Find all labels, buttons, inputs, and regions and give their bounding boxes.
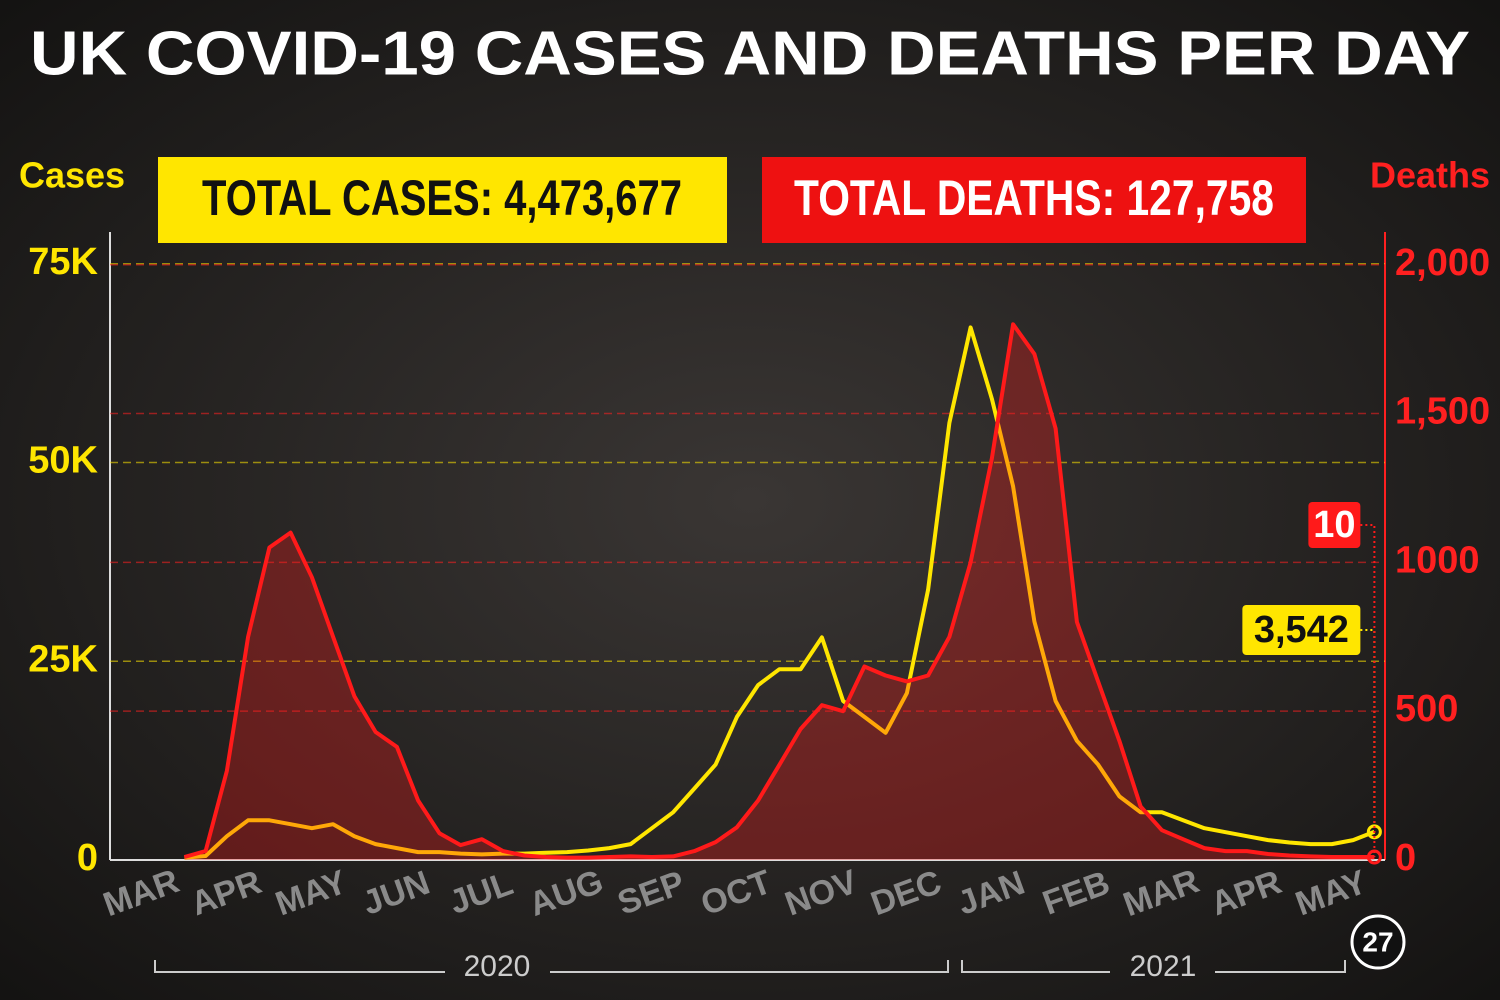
y2-tick-label: 2,000 — [1395, 242, 1490, 284]
label-leader — [1360, 524, 1376, 858]
y-tick-label: 50K — [28, 440, 98, 482]
value-label: 10 — [1313, 504, 1355, 546]
year-bracket — [961, 960, 1346, 973]
value-label-box — [1242, 605, 1361, 655]
y-axis-title: Cases — [19, 155, 125, 196]
y-tick-label: 75K — [28, 241, 98, 283]
year-label: 2020 — [464, 950, 531, 983]
y2-tick-label: 500 — [1395, 688, 1458, 730]
area-fill — [184, 324, 1375, 860]
y2-axis-title: Deaths — [1370, 155, 1490, 196]
year-bracket — [154, 960, 949, 973]
value-label-box — [1308, 502, 1361, 548]
y-tick-label: 0 — [77, 837, 98, 879]
total-cases-box — [158, 157, 727, 243]
point-marker — [1366, 849, 1382, 865]
end-date: 27 — [1362, 926, 1393, 957]
total-deaths-box — [762, 157, 1306, 243]
end-date-circle — [1350, 914, 1406, 970]
y2-tick-label: 0 — [1395, 837, 1416, 879]
total-deaths: TOTAL DEATHS: 127,758 — [794, 170, 1274, 226]
series-line — [183, 322, 1375, 860]
series-line — [184, 325, 1376, 860]
value-label: 3,542 — [1254, 609, 1349, 651]
y2-tick-label: 1000 — [1395, 539, 1480, 581]
year-label: 2021 — [1130, 950, 1197, 983]
y2-tick-label: 1,500 — [1395, 391, 1490, 433]
y-tick-label: 25K — [28, 638, 98, 680]
total-cases: TOTAL CASES: 4,473,677 — [202, 170, 682, 226]
chart-title: UK COVID-19 CASES AND DEATHS PER DAY — [30, 19, 1470, 88]
